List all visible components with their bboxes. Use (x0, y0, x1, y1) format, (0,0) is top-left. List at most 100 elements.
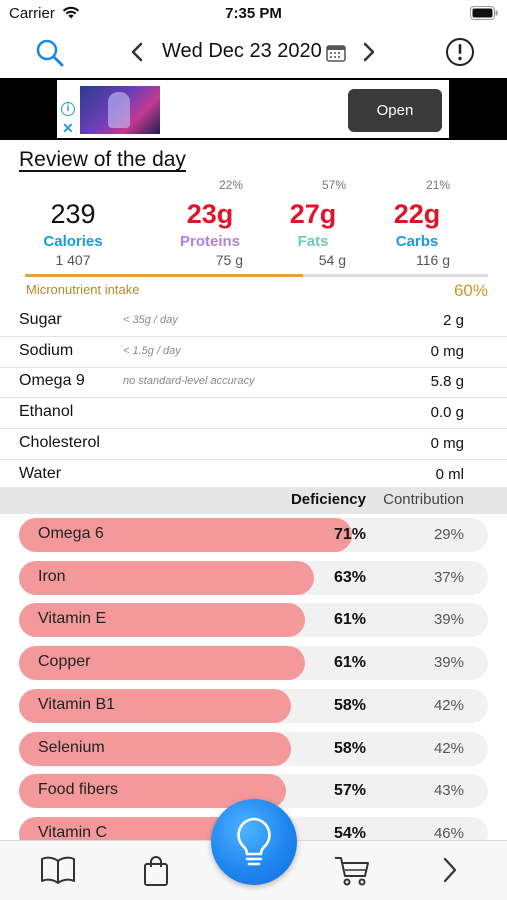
deficiency-pct: 57% (333, 782, 366, 800)
chevron-left-icon[interactable] (130, 42, 144, 67)
deficiency-name: Copper (38, 653, 91, 671)
deficiency-bar (19, 646, 305, 681)
contribution-pct: 42% (433, 739, 464, 757)
nutrient-note: < 1.5g / day (123, 344, 181, 357)
contribution-pct: 37% (433, 568, 464, 586)
calories-summary[interactable]: 239 Calories 1 407 (18, 178, 128, 270)
deficiency-bar (19, 688, 291, 723)
nutrient-value: 0 ml (435, 465, 464, 483)
alert-icon[interactable] (445, 37, 475, 72)
deficiency-bar (19, 603, 305, 638)
deficiency-name: Vitamin E (38, 610, 107, 628)
proteins-target: 75 g (215, 252, 243, 268)
carbs-label: Carbs (395, 233, 439, 250)
status-bar: Carrier 7:35 PM (0, 0, 507, 28)
calories-label: Calories (43, 233, 103, 250)
review-title: Review of the day (19, 148, 186, 171)
nutrient-row[interactable]: Sodium < 1.5g / day 0 mg (0, 337, 507, 368)
ad-open-button[interactable]: Open (348, 89, 442, 132)
deficiency-row[interactable]: Omega 6 71% 29% (0, 518, 507, 552)
deficiency-row[interactable]: Iron 63% 37% (0, 560, 507, 595)
nutrient-row[interactable]: Ethanol 0.0 g (0, 398, 507, 430)
contribution-header[interactable]: Contribution (383, 491, 464, 508)
contribution-pct: 39% (433, 611, 464, 629)
fats-pct: 57% (321, 178, 346, 192)
deficiency-header[interactable]: Deficiency (290, 491, 366, 508)
lightbulb-icon (237, 817, 271, 866)
deficiency-row[interactable]: Vitamin B1 58% 42% (0, 688, 507, 723)
proteins-pct: 22% (218, 178, 243, 192)
micronutrient-progress-fill (25, 274, 303, 277)
chevron-right-icon[interactable] (442, 857, 458, 888)
tips-button[interactable] (211, 799, 297, 885)
cart-icon[interactable] (334, 855, 370, 892)
nutrient-row[interactable]: Sugar < 35g / day 2 g (0, 306, 507, 337)
ad-close-icon[interactable]: ✕ (62, 120, 74, 136)
wifi-icon (62, 6, 80, 24)
deficiency-pct: 71% (333, 526, 366, 543)
deficiency-bar (19, 560, 314, 595)
carbs-target: 116 g (416, 252, 450, 268)
ad-banner[interactable]: i ✕ Open (0, 78, 507, 140)
deficiency-row[interactable]: Food fibers 57% 43% (0, 774, 507, 809)
contribution-pct: 46% (433, 824, 464, 842)
battery-icon (470, 6, 498, 25)
micronutrient-pct: 60% (453, 281, 488, 300)
nutrient-name: Ethanol (19, 403, 74, 421)
deficiency-row[interactable]: Vitamin E 61% 39% (0, 603, 507, 638)
deficiency-row[interactable]: Selenium 58% 42% (0, 731, 507, 766)
nutrient-value: 2 g (443, 312, 464, 329)
proteins-label: Proteins (179, 233, 240, 250)
nutrient-note: < 35g / day (123, 314, 178, 326)
deficiency-bar (19, 518, 352, 552)
micronutrient-progress-bar (25, 274, 488, 277)
clock: 7:35 PM (225, 5, 282, 22)
ad-content[interactable]: i ✕ Open (57, 80, 449, 138)
nutrient-value: 5.8 g (430, 373, 464, 391)
nutrient-row[interactable]: Water 0 ml (0, 460, 507, 491)
contribution-pct: 29% (433, 526, 464, 543)
calories-value: 239 (50, 199, 96, 229)
proteins-value: 23g (186, 199, 234, 229)
book-icon[interactable] (40, 855, 76, 890)
deficiency-name: Iron (38, 567, 66, 585)
search-icon[interactable] (34, 37, 66, 74)
nutrient-name: Cholesterol (19, 433, 100, 451)
deficiency-name: Vitamin B1 (38, 695, 116, 713)
nutrient-row[interactable]: Omega 9 no standard-level accuracy 5.8 g (0, 367, 507, 399)
ad-image[interactable] (80, 86, 160, 134)
fats-value: 27g (289, 199, 337, 229)
deficiency-name: Selenium (38, 738, 105, 756)
deficiency-name: Omega 6 (38, 525, 104, 542)
bag-icon[interactable] (143, 855, 169, 892)
nav-bar: Wed Dec 23 2020 (0, 28, 507, 78)
nutrient-name: Water (19, 464, 62, 482)
micronutrient-label: Micronutrient intake (26, 282, 140, 297)
nutrient-name: Omega 9 (19, 372, 85, 390)
carbs-value: 22g (393, 199, 441, 229)
calendar-icon[interactable] (326, 44, 346, 67)
carbs-pct: 21% (425, 178, 450, 192)
proteins-summary[interactable]: 22% 23g Proteins 75 g (155, 178, 265, 270)
deficiency-bar (19, 731, 291, 766)
fats-target: 54 g (318, 252, 346, 268)
ad-info-icon[interactable]: i (61, 102, 75, 116)
deficiency-pct: 63% (333, 568, 366, 586)
carbs-summary[interactable]: 21% 22g Carbs 116 g (362, 178, 472, 270)
deficiency-pct: 58% (333, 696, 366, 714)
fats-summary[interactable]: 57% 27g Fats 54 g (258, 178, 368, 270)
deficiency-pct: 61% (333, 611, 366, 629)
deficiency-row[interactable]: Copper 61% 39% (0, 646, 507, 681)
contribution-pct: 43% (433, 782, 464, 800)
nutrient-value: 0 mg (430, 434, 464, 452)
nutrient-row[interactable]: Cholesterol 0 mg (0, 429, 507, 460)
chevron-right-icon[interactable] (362, 42, 376, 67)
deficiency-pct: 61% (333, 654, 366, 672)
date-label[interactable]: Wed Dec 23 2020 (162, 40, 322, 62)
contribution-pct: 42% (433, 696, 464, 714)
carrier-label: Carrier (9, 5, 55, 22)
contribution-pct: 39% (433, 654, 464, 672)
nutrient-note: no standard-level accuracy (123, 375, 255, 388)
deficiency-name: Food fibers (38, 781, 119, 799)
deficiency-name: Vitamin C (38, 823, 108, 841)
